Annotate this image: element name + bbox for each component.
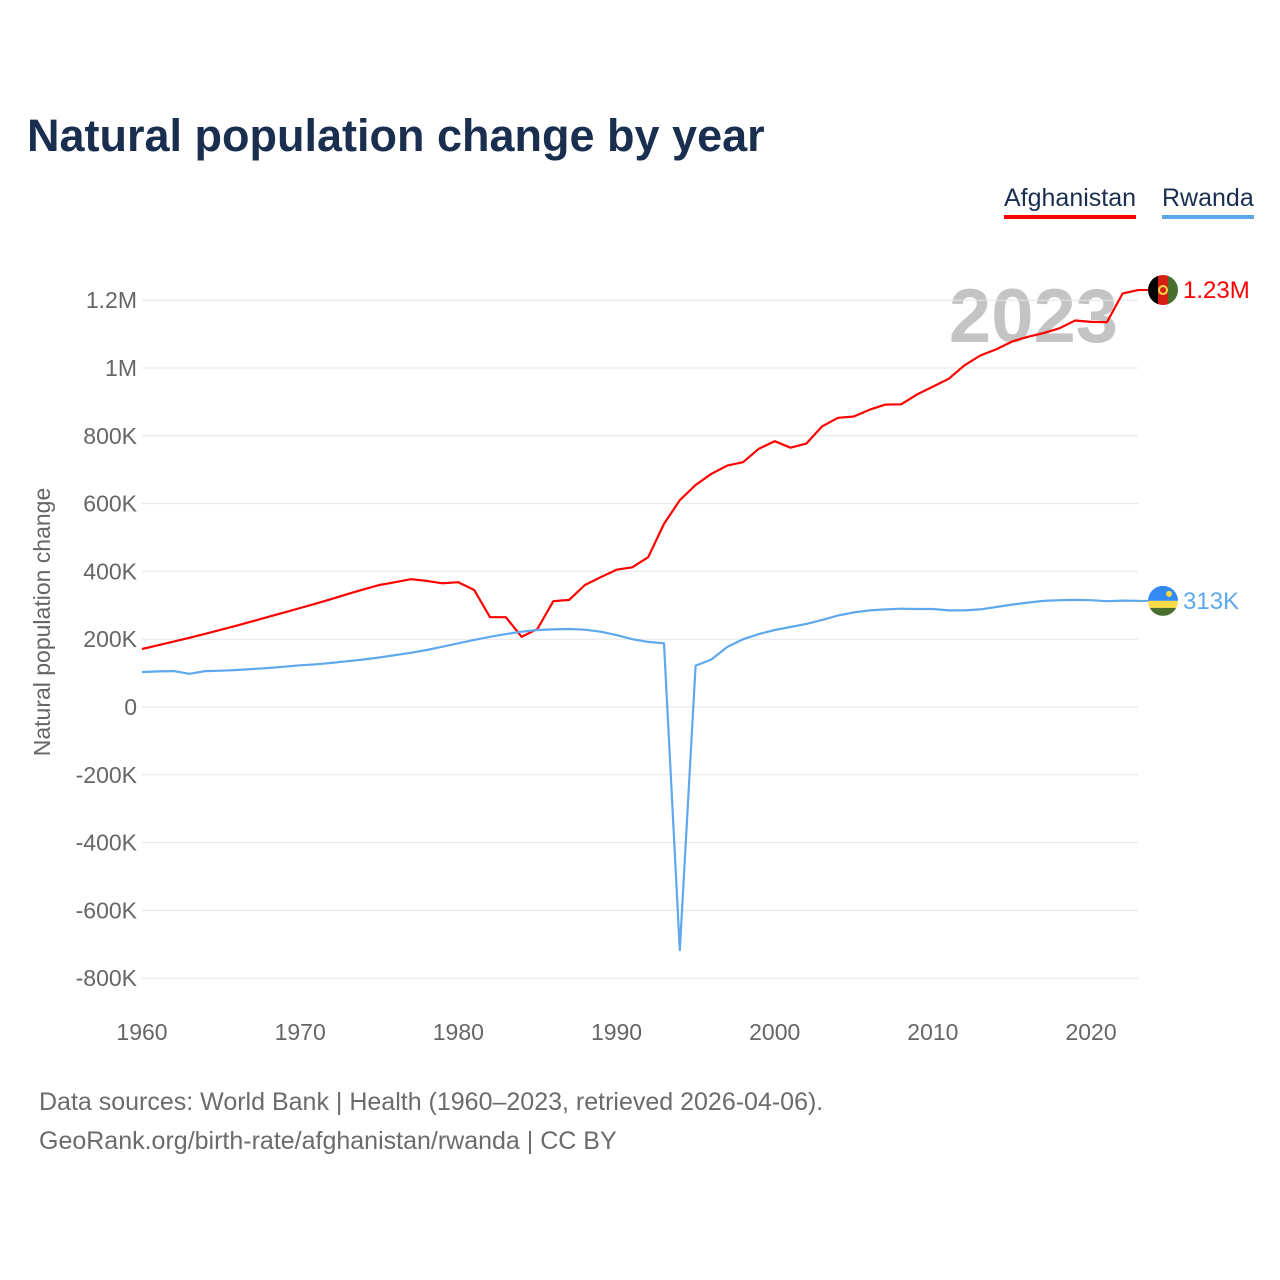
y-tick-label: 1.2M <box>86 287 137 313</box>
year-watermark: 2023 <box>949 274 1118 359</box>
afghanistan-flag-icon <box>1148 275 1178 306</box>
y-tick-label: -400K <box>76 830 138 856</box>
legend-afghanistan[interactable]: Afghanistan <box>1004 184 1137 219</box>
y-tick-label: 1M <box>105 355 137 381</box>
y-tick-label: -200K <box>76 762 138 788</box>
y-tick-label: 200K <box>83 626 137 652</box>
x-tick-label: 1990 <box>591 1019 642 1045</box>
end-value-label: 1.23M <box>1183 277 1250 304</box>
x-tick-label: 1960 <box>116 1019 167 1045</box>
footer-link[interactable]: GeoRank.org/birth-rate/afghanistan/rwand… <box>39 1127 617 1155</box>
y-tick-label: 800K <box>83 423 137 449</box>
x-tick-label: 2020 <box>1065 1019 1116 1045</box>
x-tick-label: 1980 <box>433 1019 484 1045</box>
footer-sources: Data sources: World Bank | Health (1960–… <box>39 1088 824 1116</box>
y-tick-label: 0 <box>124 694 137 720</box>
rwanda-flag-icon <box>1148 585 1178 616</box>
series-line-rwanda <box>141 598 1139 952</box>
chart-title: Natural population change by year <box>27 110 765 161</box>
x-tick-label: 2000 <box>749 1019 800 1045</box>
legend-rwanda[interactable]: Rwanda <box>1162 184 1254 219</box>
end-value-label: 313K <box>1183 588 1239 615</box>
y-tick-label: 600K <box>83 491 137 517</box>
y-tick-label: -800K <box>76 965 138 991</box>
y-axis-label: Natural population change <box>29 488 55 757</box>
y-tick-label: 400K <box>83 558 137 584</box>
series-line-afghanistan <box>141 288 1139 651</box>
x-tick-label: 2010 <box>907 1019 958 1045</box>
y-tick-label: -600K <box>76 897 138 923</box>
x-tick-label: 1970 <box>275 1019 326 1045</box>
